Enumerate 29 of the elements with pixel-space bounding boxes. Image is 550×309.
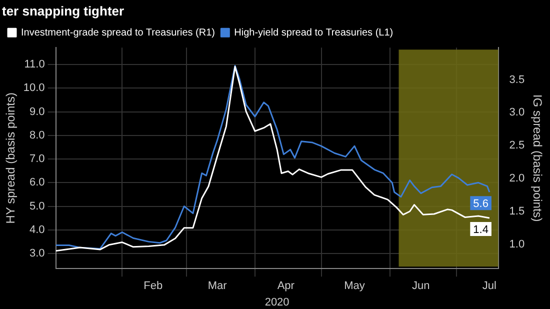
- x-tick-label: Feb: [144, 280, 163, 292]
- legend-label: High-yield spread to Treasuries (L1): [234, 27, 394, 38]
- legend-label: Investment-grade spread to Treasuries (R1): [21, 27, 215, 38]
- y2-tick-label: 1.0: [509, 238, 525, 250]
- x-axis-title: 2020: [264, 296, 290, 308]
- x-tick-label: May: [344, 280, 366, 292]
- y-tick-label: 8.0: [30, 129, 45, 142]
- y-tick-label: 3.0: [30, 248, 45, 260]
- x-tick-label: Mar: [208, 280, 228, 292]
- x-tick-label: Jul: [482, 280, 496, 292]
- y-tick-label: 10.0: [23, 82, 45, 94]
- chart-title: ter snapping tighter: [2, 3, 124, 18]
- x-tick-label: Jun: [412, 280, 430, 292]
- y-tick-label: 4.0: [30, 224, 45, 236]
- y2-tick-label: 1.5: [509, 205, 525, 218]
- y2-tick-label: 3.0: [509, 106, 525, 119]
- y-tick-label: 5.0: [30, 200, 45, 212]
- data-label: 1.4: [473, 224, 488, 236]
- y2-tick-label: 2.5: [509, 140, 525, 152]
- y2-tick-label: 2.0: [509, 172, 525, 185]
- y2-tick-label: 3.5: [509, 74, 525, 86]
- y-tick-label: 9.0: [30, 106, 45, 118]
- y2-axis-title: IG spread (basis points): [530, 94, 544, 222]
- y-tick-label: 11.0: [24, 58, 45, 71]
- y-tick-label: 6.0: [30, 176, 45, 189]
- data-label: 5.6: [473, 198, 488, 210]
- y-axis-title: HY spread (basis points): [4, 92, 18, 224]
- y-tick-label: 7.0: [30, 153, 45, 166]
- x-tick-label: Apr: [277, 280, 295, 292]
